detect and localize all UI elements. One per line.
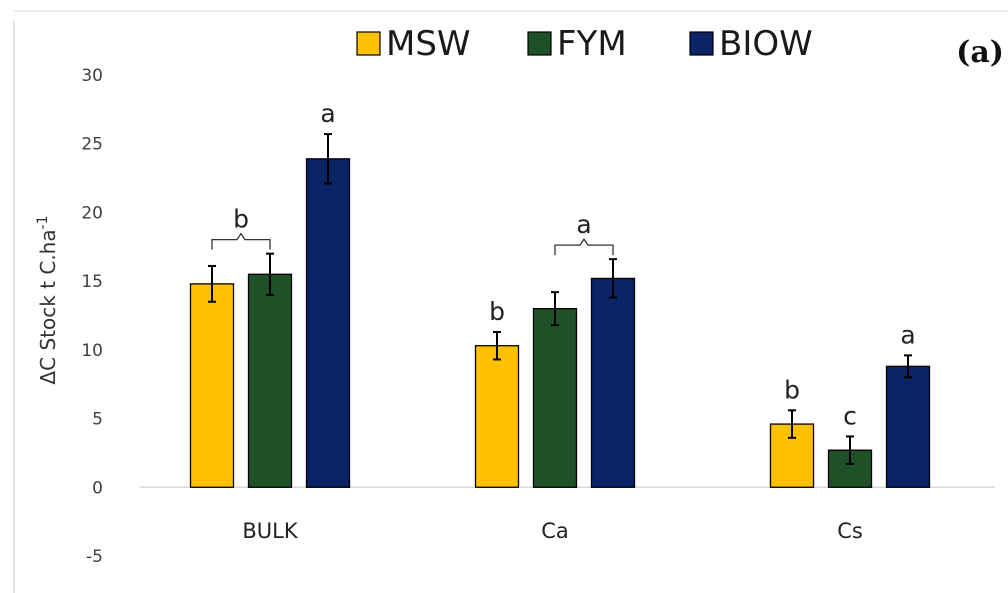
bar-biow-ca [590, 277, 636, 488]
legend-swatch-biow [689, 31, 714, 56]
legend-swatch-msw [356, 31, 381, 56]
significance-letter: a [320, 99, 335, 128]
legend-label-biow: BIOW [719, 24, 813, 64]
significance-letter: a [576, 210, 591, 239]
y-axis-label: ΔC Stock t C.ha-1 [35, 215, 60, 384]
bar-biow-cs [885, 365, 931, 488]
y-tick-label: 10 [81, 341, 103, 361]
category-label: BULK [242, 519, 298, 543]
y-tick-label: -5 [86, 547, 103, 567]
significance-letter: b [784, 375, 800, 404]
y-tick-label: 30 [81, 66, 103, 86]
significance-letter: a [900, 320, 915, 349]
y-axis-label-text: ΔC Stock t C.ha [36, 229, 60, 384]
panel-label: (a) [956, 35, 1004, 70]
significance-bracket [554, 237, 614, 256]
legend-label-fym: FYM [557, 24, 627, 64]
y-tick-label: 20 [81, 203, 103, 223]
significance-bracket [211, 232, 271, 250]
legend-swatch-fym [527, 31, 552, 56]
bar-biow-bulk [305, 158, 351, 488]
legend-label-msw: MSW [386, 24, 471, 64]
bar-fym-ca [532, 307, 578, 488]
bar-fym-bulk [247, 273, 293, 488]
y-tick-label: 0 [92, 478, 103, 498]
category-label: Ca [541, 519, 569, 543]
y-tick-label: 25 [81, 135, 103, 155]
category-label: Cs [837, 519, 863, 543]
significance-letter: c [843, 401, 857, 430]
y-tick-label: 5 [92, 410, 103, 430]
significance-letter: b [489, 297, 505, 326]
y-axis-label-superscript: -1 [35, 215, 51, 229]
significance-letter: b [233, 205, 249, 234]
bar-msw-ca [474, 345, 520, 488]
bar-msw-bulk [189, 283, 235, 488]
y-tick-label: 15 [81, 272, 103, 292]
